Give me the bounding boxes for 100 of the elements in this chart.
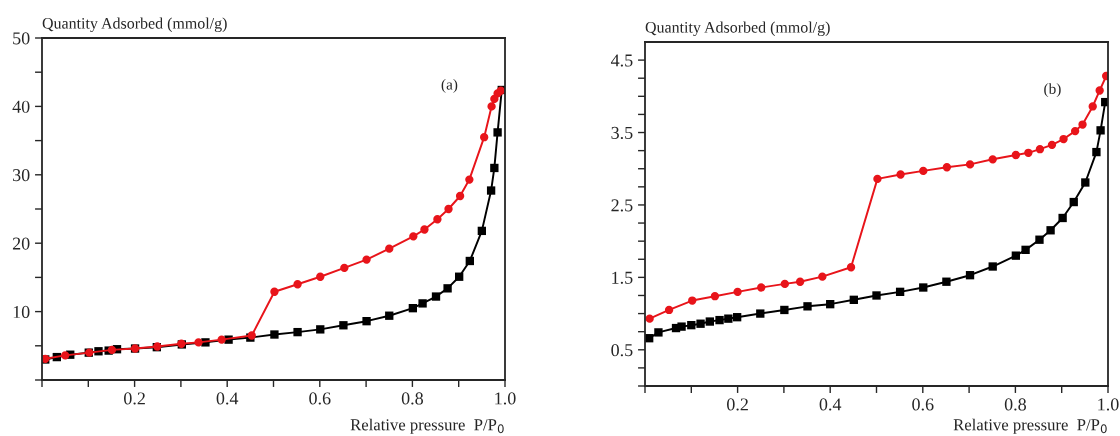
point — [645, 314, 654, 323]
point — [444, 204, 453, 214]
point — [732, 313, 742, 322]
point — [316, 272, 325, 281]
point — [696, 319, 705, 328]
point — [1081, 178, 1090, 187]
point — [1092, 147, 1101, 157]
y-tick-label: 20 — [12, 237, 30, 250]
point — [1095, 86, 1104, 95]
point — [293, 327, 302, 337]
point — [1035, 235, 1044, 244]
point — [654, 328, 663, 337]
point — [420, 225, 429, 234]
point — [1058, 213, 1067, 223]
y-tick-label: 1.5 — [612, 271, 633, 284]
point — [872, 291, 881, 300]
point — [846, 263, 856, 272]
x-axis-title: Relative pressure P/P$_{0}$ — [350, 418, 504, 434]
point — [1047, 140, 1057, 149]
point — [1011, 150, 1021, 160]
point — [803, 302, 812, 311]
point — [965, 271, 975, 280]
point — [780, 305, 789, 315]
y-axis-title: Quantity Adsorbed (mmol/g) — [645, 21, 830, 36]
point — [487, 102, 496, 111]
point — [431, 292, 441, 301]
y-tick-label: 2.5 — [611, 199, 633, 212]
point — [756, 309, 765, 318]
point — [849, 295, 858, 304]
point — [465, 256, 474, 266]
point — [1021, 245, 1030, 255]
point — [896, 170, 905, 179]
point — [1035, 145, 1045, 154]
point — [988, 155, 997, 164]
point — [385, 244, 394, 253]
point — [688, 296, 697, 305]
point — [316, 325, 325, 334]
point — [895, 287, 905, 297]
point — [362, 255, 371, 264]
point — [60, 351, 70, 360]
y-tick-label: 0.5 — [611, 344, 633, 357]
point — [1059, 134, 1068, 144]
point — [1078, 120, 1087, 129]
x-tick-label: 0.6 — [309, 392, 331, 405]
point — [490, 163, 499, 173]
point — [724, 314, 733, 323]
point — [1088, 102, 1097, 111]
point — [965, 160, 975, 169]
x-tick-label: 0.4 — [216, 392, 239, 405]
point — [194, 338, 203, 347]
point — [919, 166, 928, 176]
point — [664, 305, 674, 315]
y-tick-label: 10 — [13, 305, 30, 319]
point — [988, 262, 997, 271]
point — [826, 300, 835, 309]
x-tick-label: 0.8 — [401, 392, 423, 405]
point — [418, 299, 427, 308]
x-tick-label: 0.8 — [1004, 398, 1026, 411]
x-axis-title: Relative pressure P/P$_{0}$ — [953, 418, 1107, 434]
point — [486, 186, 496, 195]
point — [733, 287, 742, 297]
point — [293, 280, 302, 289]
point — [408, 304, 418, 313]
point — [107, 345, 117, 355]
point — [942, 163, 952, 172]
point — [1011, 251, 1021, 260]
point — [873, 174, 882, 184]
point — [942, 277, 951, 286]
point — [409, 232, 418, 241]
point — [687, 321, 696, 330]
point — [465, 175, 474, 184]
point — [477, 226, 487, 236]
point — [493, 128, 502, 137]
y-axis-title: Quantity Adsorbed (mmol/g) — [42, 17, 227, 32]
y-tick-label: 4.5 — [610, 54, 633, 67]
x-tick-label: 0.6 — [912, 398, 934, 411]
point — [757, 283, 766, 292]
point — [270, 287, 279, 296]
point — [340, 263, 349, 272]
point — [780, 279, 789, 289]
point — [1069, 197, 1078, 207]
point — [1070, 126, 1080, 136]
y-tick-label: 3.5 — [611, 126, 633, 140]
y-tick-label: 30 — [13, 169, 30, 182]
point — [818, 272, 827, 281]
point — [1046, 226, 1055, 235]
point — [339, 321, 348, 330]
point — [385, 311, 394, 320]
point — [362, 317, 371, 326]
annotation: (b) — [1044, 83, 1061, 98]
x-tick-label: 0.4 — [819, 398, 842, 411]
point — [490, 94, 499, 104]
point — [795, 277, 805, 286]
x-tick-label: 1.0 — [495, 392, 516, 405]
point — [270, 330, 279, 339]
point — [433, 215, 442, 224]
point — [919, 283, 928, 292]
x-tick-label: 0.2 — [727, 398, 748, 411]
point — [217, 335, 226, 344]
y-tick-label: 50 — [13, 32, 30, 45]
